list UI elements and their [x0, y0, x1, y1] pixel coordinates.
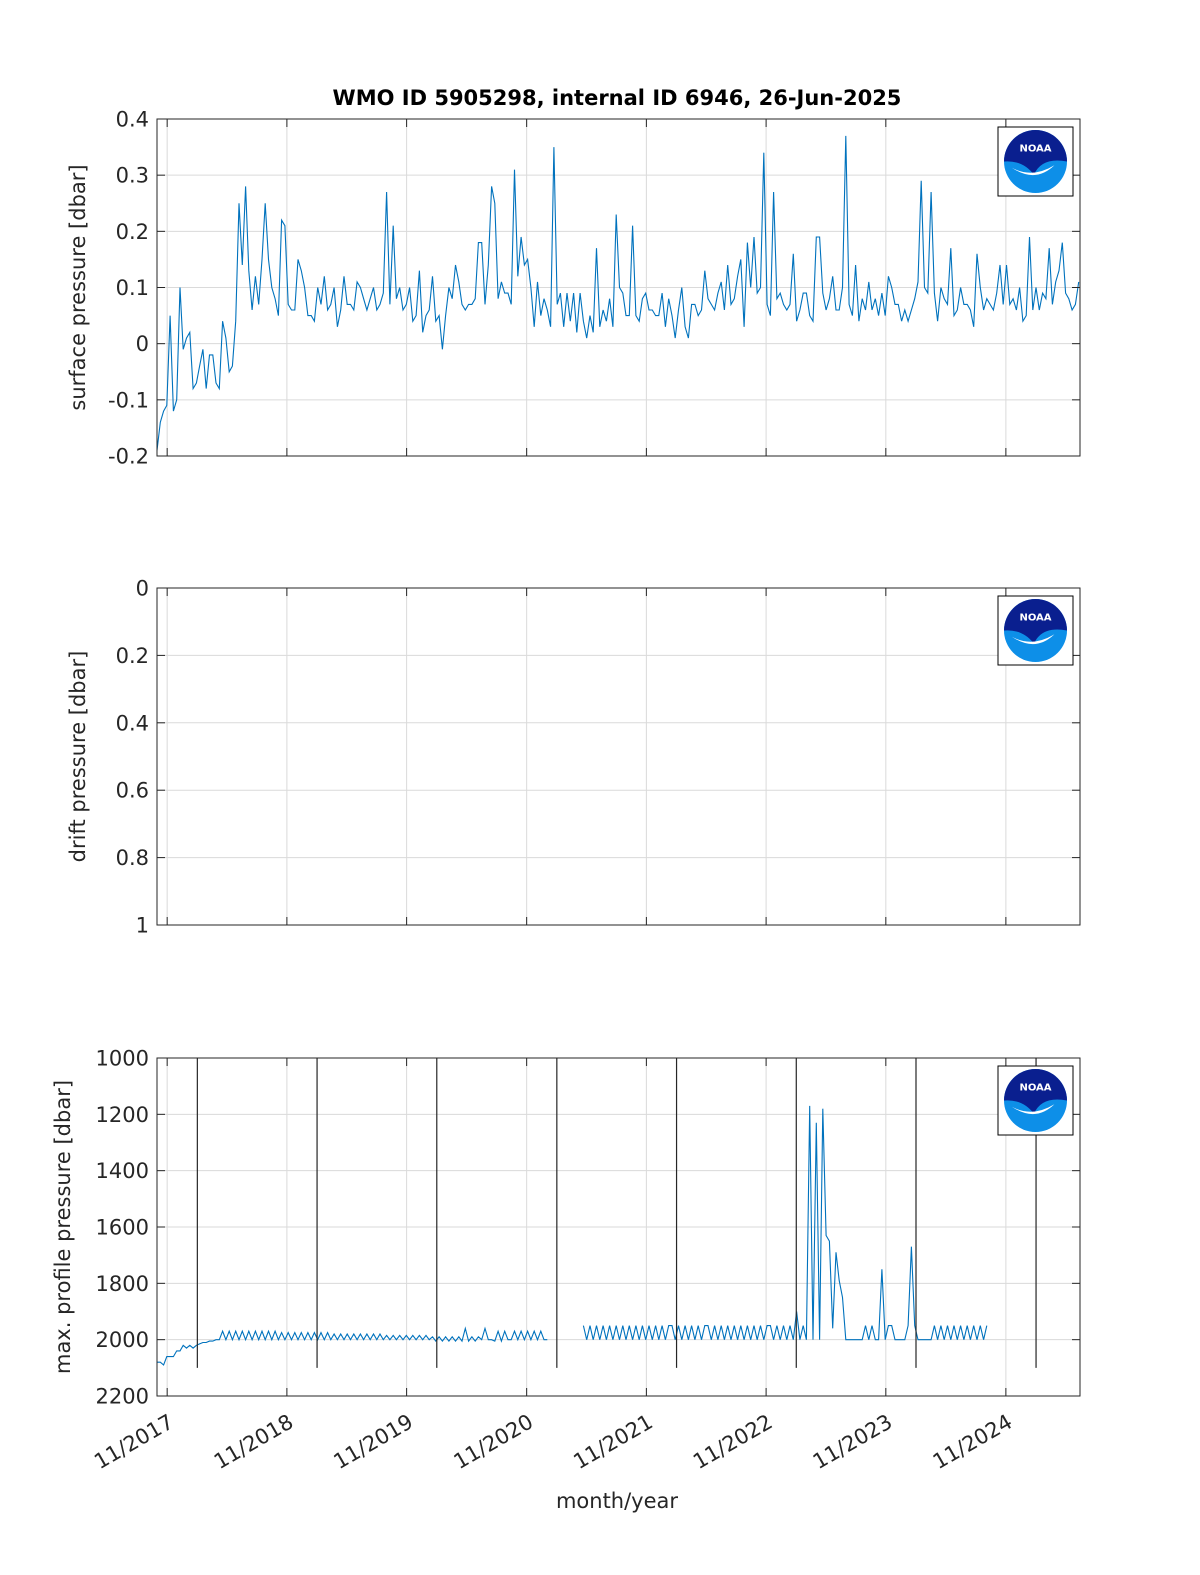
drift-y-axis-label: drift pressure [dbar] [66, 651, 90, 863]
surface-y-axis-label: surface pressure [dbar] [66, 164, 90, 410]
noaa-logo: NOAA [997, 126, 1074, 197]
noaa-logo: NOAA [997, 595, 1074, 666]
drift-x-ticks [166, 588, 1007, 925]
logo-gull-shape [1011, 634, 1055, 645]
y-tick-label: 0 [136, 577, 149, 601]
logo-gull-shape [1011, 165, 1055, 176]
x-tick-labels: 11/2017 11/2018 11/2019 11/2020 11/2021 11/20… [90, 1410, 1016, 1474]
logo-sky-shape [1004, 130, 1067, 175]
y-tick-label: 1200 [96, 1103, 149, 1127]
y-tick-label: 2000 [96, 1328, 149, 1352]
y-tick-label: 1600 [96, 1216, 149, 1240]
y-tick-label: 1 [136, 914, 149, 938]
x-tick-label: 11/2023 [809, 1410, 897, 1474]
x-tick-label: 11/2021 [569, 1410, 657, 1474]
x-tick-label: 11/2018 [210, 1410, 298, 1474]
y-tick-label: 0.2 [116, 220, 149, 244]
y-tick-label: 1000 [96, 1047, 149, 1071]
logo-sky-shape [1004, 1069, 1067, 1114]
y-tick-label: 1800 [96, 1272, 149, 1296]
x-tick-label: 11/2022 [689, 1410, 777, 1474]
logo-text: NOAA [1019, 612, 1051, 623]
y-tick-label: -0.1 [108, 388, 149, 412]
drift-grid [157, 587, 1080, 926]
logo-gull-shape [1011, 1104, 1055, 1115]
y-tick-label: 0.1 [116, 276, 149, 300]
x-tick-label: 11/2019 [330, 1410, 418, 1474]
x-tick-label: 11/2020 [450, 1410, 538, 1474]
drift-axes-box [156, 587, 1081, 926]
chart-title: WMO ID 5905298, internal ID 6946, 26-Jun… [333, 86, 902, 110]
maxpres-x-ticks [166, 1058, 1007, 1396]
maxpres-y-axis-label: max. profile pressure [dbar] [51, 1080, 75, 1374]
drift-pressure-panel: 0 0.2 0.4 0.6 0.8 1 drift pressure [dbar] NOA… [66, 577, 1081, 938]
y-tick-label: 0.4 [116, 108, 149, 132]
maxpres-grid [157, 1057, 1080, 1397]
x-tick-label: 11/2024 [929, 1410, 1017, 1474]
max-profile-pressure-panel: 1000 1200 1400 1600 1800 2000 2200 max. profil… [51, 1047, 1081, 1409]
series-line-segment [582, 1105, 988, 1341]
y-tick-label: 0 [136, 332, 149, 356]
logo-text: NOAA [1019, 1082, 1051, 1093]
y-tick-label: -0.2 [108, 445, 149, 469]
surface-x-ticks [166, 119, 1007, 456]
maxpres-marker-lines [196, 1058, 1037, 1368]
y-tick-label: 0.4 [116, 711, 149, 735]
x-tick-label: 11/2017 [90, 1410, 178, 1474]
y-tick-label: 0.3 [116, 164, 149, 188]
surface-pressure-panel: -0.2 -0.1 0 0.1 0.2 0.3 0.4 surface pressure [… [66, 108, 1081, 469]
logo-sky-shape [1004, 599, 1067, 644]
x-axis-label: month/year [556, 1489, 678, 1513]
logo-text: NOAA [1019, 143, 1051, 154]
surface-y-ticks: -0.2 -0.1 0 0.1 0.2 0.3 0.4 [108, 108, 1080, 469]
y-tick-label: 0.8 [116, 846, 149, 870]
y-tick-label: 1400 [96, 1159, 149, 1183]
surface-pressure-line [156, 135, 1080, 451]
noaa-logo: NOAA [997, 1065, 1074, 1136]
y-tick-label: 2200 [96, 1385, 149, 1409]
max-profile-pressure-line [157, 1326, 548, 1366]
y-tick-label: 0.2 [116, 644, 149, 668]
y-tick-label: 0.6 [116, 779, 149, 803]
drift-y-ticks: 0 0.2 0.4 0.6 0.8 1 [116, 577, 1080, 938]
maxpres-y-ticks: 1000 1200 1400 1600 1800 2000 2200 [96, 1047, 1080, 1409]
surface-grid [157, 118, 1080, 457]
